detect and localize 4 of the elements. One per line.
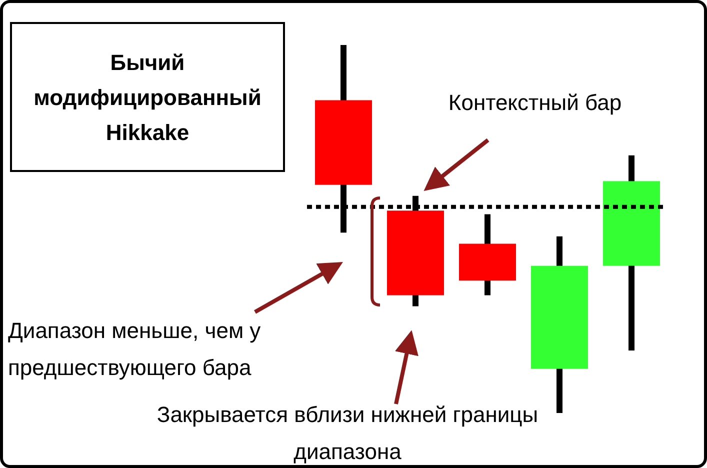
text: Бычий модифицированный Hikkake	[32, 48, 262, 146]
text: Диапазон меньше, чем у предшествующего бара	[8, 317, 262, 382]
annotation: Закрывается вблизи нижней границы диапазона	[156, 401, 540, 466]
annotation: Контекстный бар	[447, 90, 623, 116]
